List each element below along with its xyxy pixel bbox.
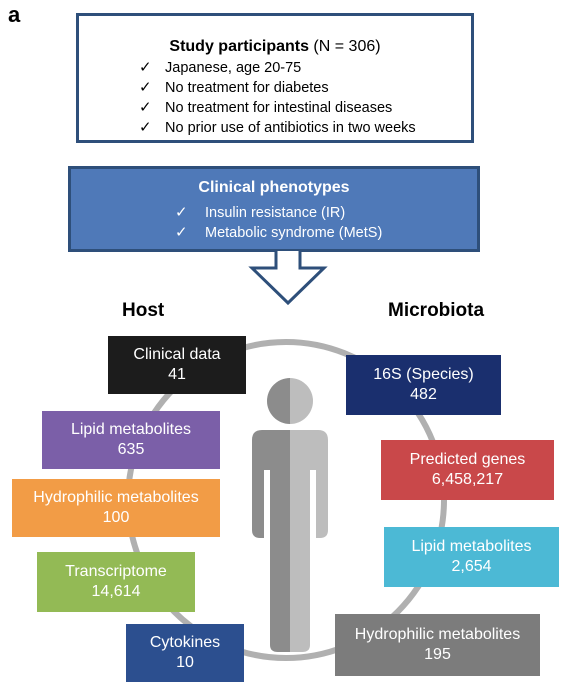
- study-title: Study participants (N = 306): [79, 38, 471, 56]
- box-value: 10: [176, 654, 194, 671]
- box-name: 16S (Species): [373, 366, 474, 383]
- criteria-item: ✓ No treatment for diabetes: [139, 78, 416, 98]
- box-value: 14,614: [91, 583, 141, 600]
- phenotype-item: ✓ Metabolic syndrome (MetS): [175, 223, 382, 243]
- host-box-cytokines: Cytokines 10: [126, 624, 244, 682]
- host-label: Host: [122, 300, 165, 321]
- check-icon: ✓: [139, 99, 152, 116]
- study-title-count: (N = 306): [308, 38, 381, 55]
- phenotypes-list: ✓ Insulin resistance (IR) ✓ Metabolic synd…: [175, 203, 382, 243]
- box-value: 2,654: [451, 558, 492, 575]
- phenotype-item: ✓ Insulin resistance (IR): [175, 203, 382, 223]
- box-name: Lipid metabolites: [411, 538, 532, 555]
- box-name: Cytokines: [149, 634, 221, 651]
- box-name: Clinical data: [133, 346, 221, 363]
- box-value: 195: [424, 646, 451, 663]
- phenotypes-title: Clinical phenotypes: [198, 179, 350, 196]
- study-participants-box: Study participants (N = 306) ✓ Japanese, …: [76, 13, 474, 143]
- down-arrow-icon: [248, 251, 328, 306]
- criteria-text: No treatment for intestinal diseases: [165, 100, 393, 116]
- phenotype-text: Metabolic syndrome (MetS): [205, 225, 383, 241]
- box-name: Hydrophilic metabolites: [354, 626, 521, 643]
- host-box-clinical-data: Clinical data 41: [108, 336, 246, 394]
- criteria-item: ✓ Japanese, age 20-75: [139, 58, 416, 78]
- box-value: 100: [102, 509, 130, 526]
- microbiota-label: Microbiota: [388, 300, 485, 321]
- microbiota-box-predicted-genes: Predicted genes 6,458,217: [381, 440, 554, 500]
- check-icon: ✓: [175, 204, 188, 221]
- check-icon: ✓: [139, 79, 152, 96]
- clinical-phenotypes-box: Clinical phenotypes ✓ Insulin resistance …: [68, 166, 480, 252]
- criteria-text: No treatment for diabetes: [165, 80, 329, 96]
- check-icon: ✓: [139, 119, 152, 136]
- box-value: 635: [117, 441, 145, 458]
- criteria-text: No prior use of antibiotics in two weeks: [165, 120, 416, 136]
- microbiota-box-hydrophilic-metabolites: Hydrophilic metabolites 195: [335, 614, 540, 676]
- check-icon: ✓: [175, 224, 188, 241]
- host-box-hydrophilic-metabolites: Hydrophilic metabolites 100: [12, 479, 220, 537]
- host-box-lipid-metabolites: Lipid metabolites 635: [42, 411, 220, 469]
- study-title-bold: Study participants: [169, 38, 309, 55]
- criteria-text: Japanese, age 20-75: [165, 60, 302, 76]
- human-figure-icon: [252, 378, 328, 652]
- box-name: Predicted genes: [409, 451, 526, 468]
- check-icon: ✓: [139, 59, 152, 76]
- box-value: 41: [168, 366, 186, 383]
- box-value: 482: [410, 386, 437, 403]
- microbiota-box-lipid-metabolites: Lipid metabolites 2,654: [384, 527, 559, 587]
- host-box-transcriptome: Transcriptome 14,614: [37, 552, 195, 612]
- panel-label: a: [8, 2, 21, 27]
- box-value: 6,458,217: [431, 471, 504, 488]
- box-name: Hydrophilic metabolites: [33, 489, 199, 506]
- criteria-item: ✓ No prior use of antibiotics in two week…: [139, 118, 416, 138]
- criteria-list: ✓ Japanese, age 20-75 ✓ No treatment for d…: [139, 58, 416, 138]
- box-name: Transcriptome: [65, 563, 167, 580]
- box-name: Lipid metabolites: [70, 421, 192, 438]
- criteria-item: ✓ No treatment for intestinal diseases: [139, 98, 416, 118]
- microbiota-box-16s-species: 16S (Species) 482: [346, 355, 501, 415]
- phenotype-text: Insulin resistance (IR): [205, 205, 346, 221]
